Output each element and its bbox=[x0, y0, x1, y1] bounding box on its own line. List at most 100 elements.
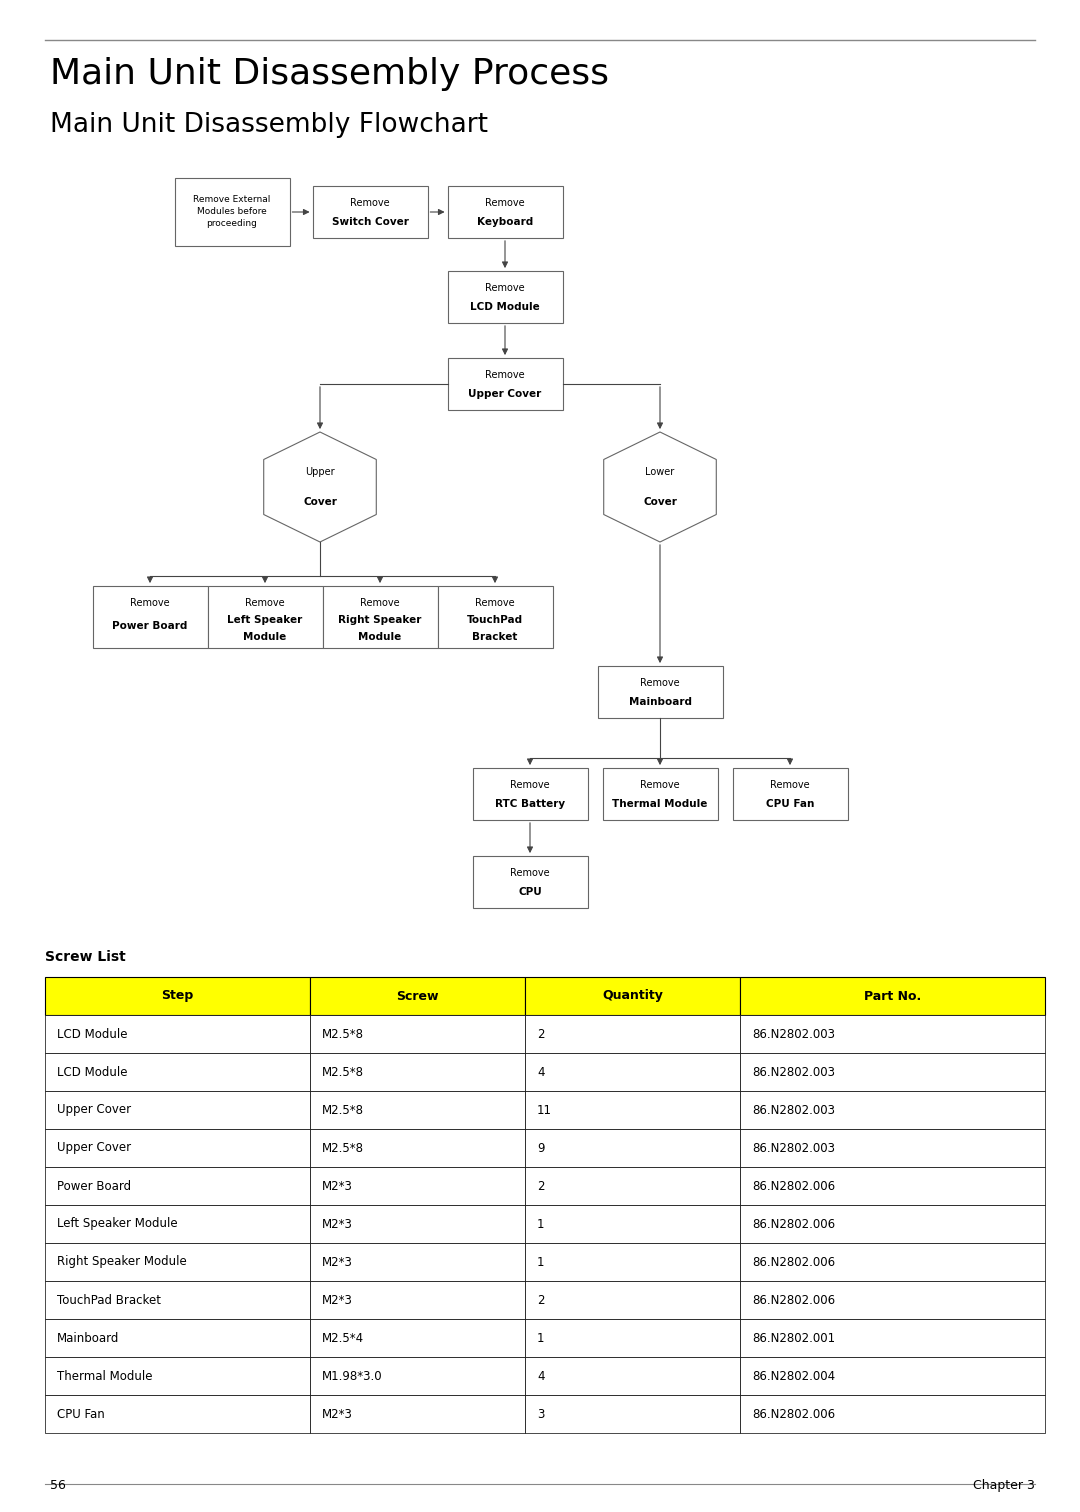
FancyBboxPatch shape bbox=[312, 186, 428, 237]
Text: Bracket: Bracket bbox=[472, 632, 517, 641]
Text: TouchPad: TouchPad bbox=[467, 615, 523, 624]
Text: Remove: Remove bbox=[485, 198, 525, 207]
FancyBboxPatch shape bbox=[525, 1167, 740, 1205]
Text: M2.5*4: M2.5*4 bbox=[322, 1332, 364, 1344]
Text: LCD Module: LCD Module bbox=[57, 1066, 127, 1078]
Text: Module: Module bbox=[243, 632, 286, 641]
Text: 11: 11 bbox=[537, 1104, 552, 1116]
Text: CPU Fan: CPU Fan bbox=[57, 1408, 105, 1420]
Text: 86.N2802.006: 86.N2802.006 bbox=[752, 1293, 835, 1306]
Text: Upper Cover: Upper Cover bbox=[57, 1104, 131, 1116]
FancyBboxPatch shape bbox=[740, 1167, 1045, 1205]
FancyBboxPatch shape bbox=[310, 1129, 525, 1167]
Text: 86.N2802.003: 86.N2802.003 bbox=[752, 1028, 835, 1040]
Text: Remove: Remove bbox=[361, 599, 400, 608]
FancyBboxPatch shape bbox=[45, 1052, 310, 1092]
Text: Screw: Screw bbox=[396, 989, 438, 1002]
Text: proceeding: proceeding bbox=[206, 219, 257, 228]
Text: Remove: Remove bbox=[770, 780, 810, 789]
FancyBboxPatch shape bbox=[473, 856, 588, 909]
FancyBboxPatch shape bbox=[93, 587, 207, 649]
Text: M2*3: M2*3 bbox=[322, 1217, 353, 1231]
Text: Part No.: Part No. bbox=[864, 989, 921, 1002]
Text: Remove: Remove bbox=[510, 780, 550, 789]
Text: M2*3: M2*3 bbox=[322, 1408, 353, 1420]
Text: 1: 1 bbox=[537, 1217, 544, 1231]
FancyBboxPatch shape bbox=[45, 977, 310, 1015]
FancyBboxPatch shape bbox=[310, 1052, 525, 1092]
FancyBboxPatch shape bbox=[740, 1015, 1045, 1052]
FancyBboxPatch shape bbox=[525, 1318, 740, 1356]
Text: M2*3: M2*3 bbox=[322, 1293, 353, 1306]
FancyBboxPatch shape bbox=[310, 1167, 525, 1205]
FancyBboxPatch shape bbox=[310, 1356, 525, 1396]
FancyBboxPatch shape bbox=[597, 665, 723, 718]
Text: Thermal Module: Thermal Module bbox=[612, 800, 707, 809]
Text: Upper Cover: Upper Cover bbox=[57, 1142, 131, 1155]
FancyBboxPatch shape bbox=[45, 1129, 310, 1167]
FancyBboxPatch shape bbox=[310, 977, 525, 1015]
Text: M2.5*8: M2.5*8 bbox=[322, 1066, 364, 1078]
FancyBboxPatch shape bbox=[603, 768, 717, 820]
Text: Mainboard: Mainboard bbox=[629, 697, 691, 708]
Text: LCD Module: LCD Module bbox=[470, 302, 540, 313]
Text: M2.5*8: M2.5*8 bbox=[322, 1142, 364, 1155]
Text: 3: 3 bbox=[537, 1408, 544, 1420]
FancyBboxPatch shape bbox=[740, 977, 1045, 1015]
FancyBboxPatch shape bbox=[207, 587, 323, 649]
Text: Remove: Remove bbox=[510, 868, 550, 877]
FancyBboxPatch shape bbox=[740, 1356, 1045, 1396]
Text: 4: 4 bbox=[537, 1370, 544, 1382]
Text: Thermal Module: Thermal Module bbox=[57, 1370, 152, 1382]
Text: Quantity: Quantity bbox=[602, 989, 663, 1002]
Text: 86.N2802.006: 86.N2802.006 bbox=[752, 1217, 835, 1231]
Text: Right Speaker Module: Right Speaker Module bbox=[57, 1255, 187, 1269]
Text: Remove: Remove bbox=[640, 780, 679, 789]
Text: 86.N2802.003: 86.N2802.003 bbox=[752, 1142, 835, 1155]
Text: Remove: Remove bbox=[350, 198, 390, 207]
FancyBboxPatch shape bbox=[45, 1356, 310, 1396]
FancyBboxPatch shape bbox=[740, 1396, 1045, 1433]
FancyBboxPatch shape bbox=[45, 1281, 310, 1318]
Text: Main Unit Disassembly Flowchart: Main Unit Disassembly Flowchart bbox=[50, 112, 488, 138]
FancyBboxPatch shape bbox=[45, 1167, 310, 1205]
Text: Cover: Cover bbox=[643, 497, 677, 508]
Text: Right Speaker: Right Speaker bbox=[338, 615, 421, 624]
Text: Module: Module bbox=[359, 632, 402, 641]
FancyBboxPatch shape bbox=[310, 1243, 525, 1281]
FancyBboxPatch shape bbox=[310, 1396, 525, 1433]
Text: 56: 56 bbox=[50, 1479, 66, 1492]
FancyBboxPatch shape bbox=[525, 1052, 740, 1092]
FancyBboxPatch shape bbox=[740, 1052, 1045, 1092]
Text: Chapter 3: Chapter 3 bbox=[973, 1479, 1035, 1492]
Text: Lower: Lower bbox=[646, 467, 675, 476]
Polygon shape bbox=[604, 432, 716, 541]
Text: 4: 4 bbox=[537, 1066, 544, 1078]
Text: Remove: Remove bbox=[640, 677, 679, 688]
Text: Remove: Remove bbox=[245, 599, 285, 608]
Text: Remove External: Remove External bbox=[193, 195, 271, 204]
Text: 86.N2802.003: 86.N2802.003 bbox=[752, 1104, 835, 1116]
Text: 2: 2 bbox=[537, 1179, 544, 1193]
Text: M2.5*8: M2.5*8 bbox=[322, 1104, 364, 1116]
Text: 86.N2802.001: 86.N2802.001 bbox=[752, 1332, 835, 1344]
Text: M2.5*8: M2.5*8 bbox=[322, 1028, 364, 1040]
Text: Left Speaker: Left Speaker bbox=[228, 615, 302, 624]
FancyBboxPatch shape bbox=[45, 1243, 310, 1281]
Text: 1: 1 bbox=[537, 1255, 544, 1269]
Text: M2*3: M2*3 bbox=[322, 1179, 353, 1193]
FancyBboxPatch shape bbox=[525, 1092, 740, 1129]
FancyBboxPatch shape bbox=[740, 1243, 1045, 1281]
Text: Remove: Remove bbox=[485, 369, 525, 380]
Text: Modules before: Modules before bbox=[198, 207, 267, 216]
Text: Keyboard: Keyboard bbox=[477, 218, 534, 227]
FancyBboxPatch shape bbox=[45, 1015, 310, 1052]
Text: CPU: CPU bbox=[518, 888, 542, 898]
FancyBboxPatch shape bbox=[525, 1243, 740, 1281]
Text: 2: 2 bbox=[537, 1028, 544, 1040]
Text: 86.N2802.003: 86.N2802.003 bbox=[752, 1066, 835, 1078]
FancyBboxPatch shape bbox=[310, 1281, 525, 1318]
FancyBboxPatch shape bbox=[310, 1318, 525, 1356]
FancyBboxPatch shape bbox=[447, 358, 563, 410]
Polygon shape bbox=[264, 432, 376, 541]
